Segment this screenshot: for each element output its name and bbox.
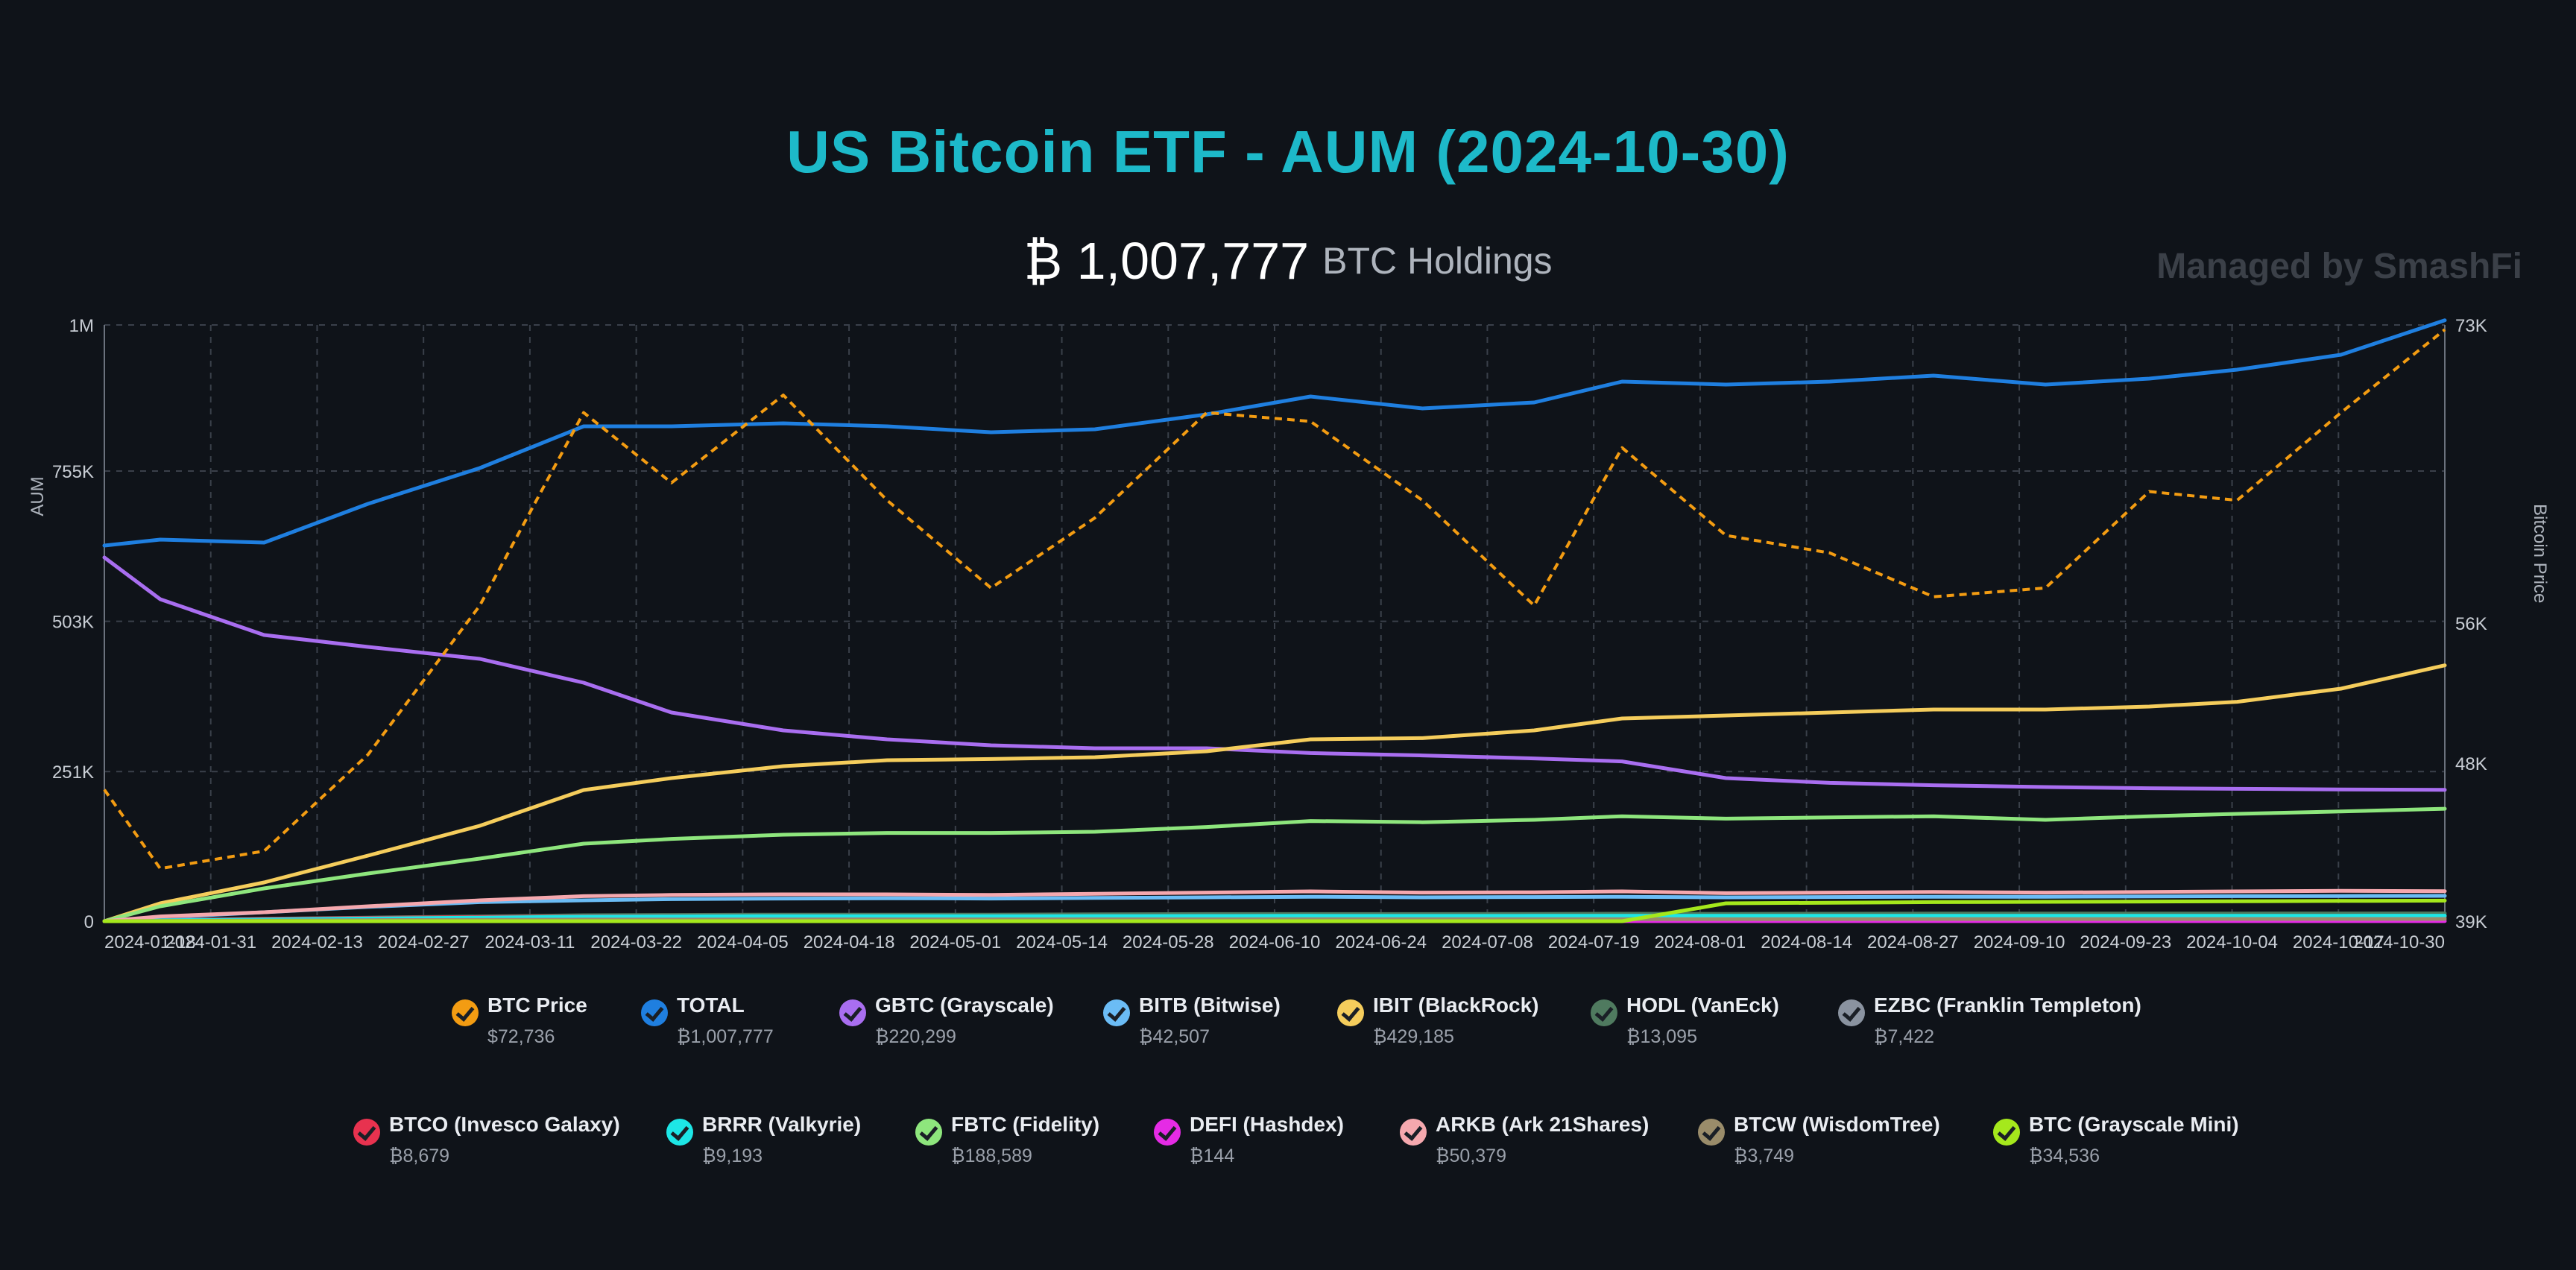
y2-tick-label: 48K bbox=[2455, 754, 2487, 774]
check-icon[interactable] bbox=[353, 1119, 380, 1146]
x-tick-label: 2024-08-01 bbox=[1655, 932, 1746, 952]
legend-amount: ₿144 bbox=[1190, 1146, 1235, 1166]
check-icon[interactable] bbox=[1838, 999, 1865, 1026]
check-icon[interactable] bbox=[1698, 1119, 1725, 1146]
series-line-btc-price bbox=[103, 328, 2446, 871]
legend-amount: ₿42,507 bbox=[1139, 1026, 1210, 1047]
legend-amount: ₿50,379 bbox=[1436, 1146, 1506, 1166]
x-tick-label: 2024-09-23 bbox=[2080, 932, 2171, 952]
x-tick-label: 2024-06-10 bbox=[1229, 932, 1321, 952]
chart-title: US Bitcoin ETF - AUM (2024-10-30) bbox=[786, 119, 1790, 185]
series-line-fbtc-fidelity bbox=[102, 806, 2447, 923]
series-line-total bbox=[102, 318, 2447, 548]
legend-amount: ₿220,299 bbox=[875, 1026, 956, 1047]
x-tick-label: 2024-02-13 bbox=[271, 932, 363, 952]
x-tick-label: 2024-03-11 bbox=[484, 932, 575, 952]
legend-name: FBTC (Fidelity) bbox=[951, 1113, 1100, 1136]
legend-amount: ₿9,193 bbox=[702, 1146, 763, 1166]
check-icon[interactable] bbox=[1591, 999, 1617, 1026]
x-tick-label: 2024-09-10 bbox=[1974, 932, 2065, 952]
legend-amount: ₿1,007,777 bbox=[677, 1026, 774, 1047]
legend-name: EZBC (Franklin Templeton) bbox=[1874, 993, 2141, 1017]
legend-name: IBIT (BlackRock) bbox=[1373, 993, 1539, 1017]
series-line-arkb-ark-21shares bbox=[102, 888, 2447, 923]
legend-amount: ₿8,679 bbox=[389, 1146, 450, 1166]
y-tick-label: 1M bbox=[69, 316, 94, 336]
check-icon[interactable] bbox=[839, 999, 866, 1026]
check-icon[interactable] bbox=[666, 1119, 693, 1146]
y2-tick-label: 39K bbox=[2455, 912, 2487, 932]
legend-name: BTCO (Invesco Galaxy) bbox=[389, 1113, 620, 1136]
x-tick-label: 2024-04-05 bbox=[697, 932, 789, 952]
legend-amount: ₿7,422 bbox=[1874, 1026, 1935, 1047]
y2-tick-label: 56K bbox=[2455, 614, 2487, 634]
x-tick-label: 2024-04-18 bbox=[804, 932, 895, 952]
legend-name: BTC (Grayscale Mini) bbox=[2029, 1113, 2239, 1136]
legend-name: BTCW (WisdomTree) bbox=[1734, 1113, 1940, 1136]
y-tick-label: 0 bbox=[84, 912, 94, 932]
y2-tick-label: 73K bbox=[2455, 316, 2487, 336]
legend-name: GBTC (Grayscale) bbox=[875, 993, 1054, 1017]
legend-amount: ₿34,536 bbox=[2029, 1146, 2100, 1166]
series-line-ibit-blackrock bbox=[102, 663, 2447, 923]
x-tick-label: 2024-07-19 bbox=[1548, 932, 1640, 952]
holdings-summary: ₿ 1,007,777 BTC Holdings bbox=[0, 231, 2576, 291]
x-tick-label: 2024-10-30 bbox=[2353, 932, 2445, 952]
legend-name: DEFI (Hashdex) bbox=[1190, 1113, 1344, 1136]
check-icon[interactable] bbox=[915, 1119, 942, 1146]
y-tick-label: 755K bbox=[52, 462, 94, 482]
x-tick-label: 2024-06-24 bbox=[1335, 932, 1427, 952]
legend-name: BRRR (Valkyrie) bbox=[702, 1113, 862, 1136]
check-icon[interactable] bbox=[1103, 999, 1130, 1026]
legend-amount: ₿188,589 bbox=[951, 1146, 1032, 1166]
x-tick-label: 2024-02-27 bbox=[378, 932, 470, 952]
y2-axis-label: Bitcoin Price bbox=[2530, 504, 2550, 603]
check-icon[interactable] bbox=[452, 999, 479, 1026]
check-icon[interactable] bbox=[641, 999, 668, 1026]
legend-amount: ₿429,185 bbox=[1373, 1026, 1454, 1047]
watermark: Managed by SmashFi bbox=[2156, 247, 2522, 286]
check-icon[interactable] bbox=[1154, 1119, 1181, 1146]
y-tick-label: 503K bbox=[52, 613, 94, 633]
legend-amount: ₿13,095 bbox=[1626, 1026, 1697, 1047]
x-tick-label: 2024-05-28 bbox=[1123, 932, 1214, 952]
series-line-btc-grayscale-mini bbox=[102, 898, 2447, 923]
legend-amount: ₿3,749 bbox=[1734, 1146, 1795, 1166]
legend-amount: $72,736 bbox=[487, 1026, 555, 1047]
x-tick-label: 2024-01-31 bbox=[165, 932, 256, 952]
holdings-value: ₿ 1,007,777 bbox=[1023, 232, 1310, 290]
y-tick-label: 251K bbox=[52, 762, 94, 783]
x-tick-label: 2024-08-14 bbox=[1761, 932, 1852, 952]
legend-name: TOTAL bbox=[677, 993, 745, 1017]
check-icon[interactable] bbox=[1337, 999, 1364, 1026]
y-axis-label: AUM bbox=[28, 476, 48, 516]
check-icon[interactable] bbox=[1400, 1119, 1427, 1146]
x-tick-label: 2024-05-01 bbox=[909, 932, 1001, 952]
x-tick-label: 2024-10-04 bbox=[2186, 932, 2278, 952]
x-tick-label: 2024-08-27 bbox=[1867, 932, 1959, 952]
series-line-gbtc-grayscale bbox=[102, 555, 2447, 792]
x-tick-label: 2024-01-18 bbox=[104, 932, 196, 952]
x-tick-label: 2024-03-22 bbox=[590, 932, 682, 952]
x-tick-label: 2024-07-08 bbox=[1442, 932, 1533, 952]
x-tick-label: 2024-10-17 bbox=[2293, 932, 2384, 952]
series-line-brrr-valkyrie bbox=[102, 914, 2447, 923]
legend-name: HODL (VanEck) bbox=[1626, 993, 1779, 1017]
legend-name: BITB (Bitwise) bbox=[1139, 993, 1281, 1017]
legend-name: ARKB (Ark 21Shares) bbox=[1436, 1113, 1650, 1136]
x-tick-label: 2024-05-14 bbox=[1016, 932, 1108, 952]
check-icon[interactable] bbox=[1993, 1119, 2020, 1146]
holdings-label: BTC Holdings bbox=[1322, 240, 1553, 282]
legend-name: BTC Price bbox=[487, 993, 587, 1017]
